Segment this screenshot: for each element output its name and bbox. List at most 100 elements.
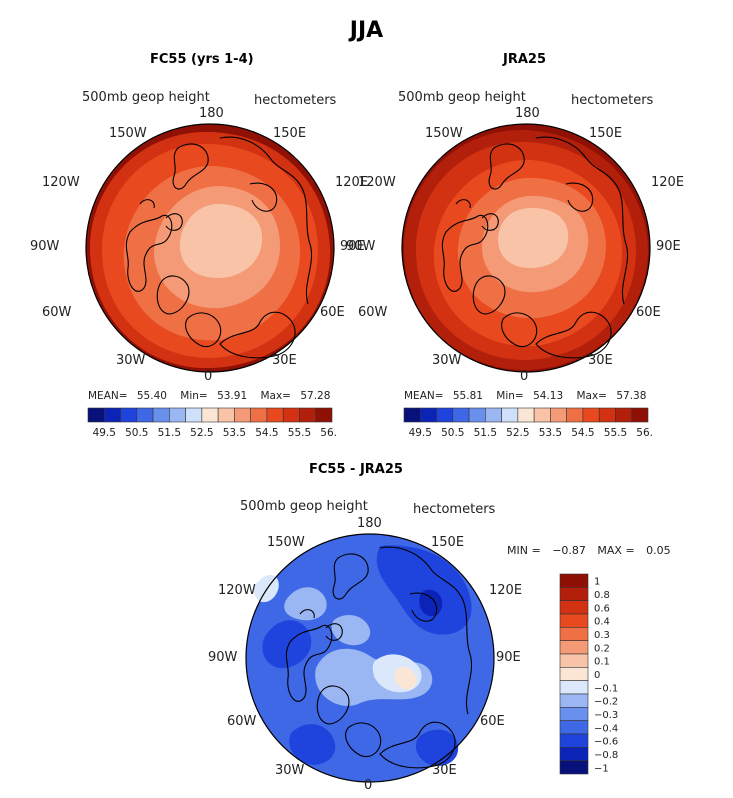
colorbar-swatch: [559, 693, 589, 708]
continent-outlines: [125, 136, 313, 359]
colorbar-tick-label: −0.4: [594, 723, 618, 734]
diff-dark-ne: [376, 545, 472, 635]
min-value: −0.87: [552, 544, 586, 557]
colorbar-swatch: [103, 407, 121, 423]
panel-1-stats: MEAN= 55.40 Min= 53.91 Max= 57.28: [88, 390, 330, 402]
panel-2-title: JRA25: [503, 52, 546, 67]
lon-label-90w: 90W: [208, 650, 238, 665]
colorbar-swatch: [485, 407, 502, 423]
colorbar-swatch: [282, 407, 300, 423]
colorbar-swatch: [169, 407, 186, 423]
colorbar-swatch: [152, 407, 170, 423]
lon-label-120e: 120E: [651, 175, 685, 190]
lon-label-60w: 60W: [358, 305, 388, 320]
colorbar-swatch: [299, 407, 317, 423]
colorbar-swatch: [598, 407, 616, 423]
colorbar-tick-label: 53.5: [223, 427, 246, 439]
colorbar-tick-label: −0.6: [594, 737, 618, 748]
colorbar-tick-label: −0.3: [594, 710, 618, 721]
panel-3-title: FC55 - JRA25: [309, 462, 403, 477]
colorbar-swatch: [559, 653, 589, 668]
continent-outlines: [441, 136, 629, 359]
lon-label-120w: 120W: [358, 175, 396, 190]
colorbar-tick-label: 0.1: [594, 657, 610, 668]
colorbar-swatch: [559, 613, 589, 628]
colorbar-tick-label: 1: [594, 577, 600, 588]
colorbar-tick-label: 0: [594, 670, 600, 681]
height-contour-field: [402, 124, 650, 372]
max-label: Max=: [260, 390, 291, 402]
colorbar-tick-label: 56.5: [320, 427, 336, 439]
max-value: 57.28: [300, 390, 331, 402]
max-label: MAX =: [597, 544, 635, 557]
colorbar-swatch: [559, 640, 589, 655]
colorbar-swatch: [403, 407, 421, 423]
map-boundary: [401, 123, 651, 373]
lon-label-0: 0: [204, 369, 213, 384]
colorbar-swatch: [559, 720, 589, 735]
panel-1-variable: 500mb geop height: [82, 90, 210, 105]
panel-3-variable: 500mb geop height: [240, 499, 368, 514]
difference-contour-field: [246, 534, 494, 782]
max-value: 57.38: [616, 390, 647, 402]
colorbar-swatch: [452, 407, 470, 423]
lon-label-180: 180: [357, 516, 382, 531]
panel-3-units: hectometers: [413, 502, 496, 517]
max-label: Max=: [576, 390, 607, 402]
colorbar-swatch: [559, 680, 589, 695]
colorbar-swatch: [566, 407, 584, 423]
diff-positive: [394, 666, 417, 690]
colorbar-tick-label: 55.5: [604, 427, 627, 439]
lon-label-150w: 150W: [109, 126, 147, 141]
lon-label-120e: 120E: [489, 583, 523, 598]
diff-light-n: [331, 615, 371, 646]
figure-title: JJA: [349, 18, 384, 43]
panel-1-map: [85, 123, 335, 373]
colorbar-tick-label: 0.8: [594, 590, 610, 601]
colorbar-swatch: [217, 407, 235, 423]
colorbar-swatch: [550, 407, 567, 423]
lon-label-60e: 60E: [480, 714, 505, 729]
lon-label-150e: 150E: [589, 126, 623, 141]
lon-label-30w: 30W: [275, 763, 305, 778]
colorbar-tick-label: 53.5: [539, 427, 562, 439]
panel-1-colorbar: 49.5 50.5 51.5 52.5 53.5 54.5 55.5 56.5: [87, 407, 336, 439]
colorbar-swatch: [559, 573, 589, 588]
colorbar-tick-label: 49.5: [409, 427, 432, 439]
lon-label-180: 180: [199, 106, 224, 121]
mean-label: MEAN=: [88, 390, 128, 402]
height-contour-field: [86, 124, 334, 372]
lon-label-60w: 60W: [227, 714, 257, 729]
lon-label-60e: 60E: [636, 305, 661, 320]
panel-3-map: [245, 533, 495, 783]
colorbar-tick-label: 55.5: [288, 427, 311, 439]
colorbar-swatch: [559, 587, 589, 601]
min-label: MIN =: [507, 544, 541, 557]
colorbar-swatch: [266, 407, 284, 423]
colorbar-tick-label: 52.5: [190, 427, 213, 439]
colorbar-swatch: [559, 627, 589, 641]
lon-label-90w: 90W: [346, 239, 376, 254]
colorbar-tick-label: 54.5: [255, 427, 278, 439]
colorbar-swatch: [517, 407, 535, 423]
colorbar-swatch: [468, 407, 486, 423]
max-value: 0.05: [646, 544, 671, 557]
colorbar-swatch: [250, 407, 268, 423]
colorbar-tick-label: 52.5: [506, 427, 529, 439]
lon-label-30e: 30E: [272, 353, 297, 368]
colorbar-tick-label: −0.1: [594, 683, 618, 694]
diff-dark-w: [262, 620, 312, 669]
lon-label-60e: 60E: [320, 305, 345, 320]
panel-2-stats: MEAN= 55.81 Min= 54.13 Max= 57.38: [404, 390, 646, 402]
colorbar-swatch: [234, 407, 251, 423]
panel-3-colorbar: 1 0.8 0.6 0.4 0.3 0.2 0.1 0 −0.1 −0.2 −0.3 −0.4 −0.6…: [559, 573, 618, 774]
colorbar-tick-label: 54.5: [571, 427, 594, 439]
lon-label-120w: 120W: [218, 583, 256, 598]
colorbar-tick-label: 51.5: [474, 427, 497, 439]
colorbar-swatch: [582, 407, 600, 423]
colorbar-swatch: [87, 407, 105, 423]
lon-label-30w: 30W: [432, 353, 462, 368]
diff-light-nw: [284, 587, 327, 621]
colorbar-tick-label: 56.5: [636, 427, 652, 439]
colorbar-tick-label: −0.2: [594, 697, 618, 708]
